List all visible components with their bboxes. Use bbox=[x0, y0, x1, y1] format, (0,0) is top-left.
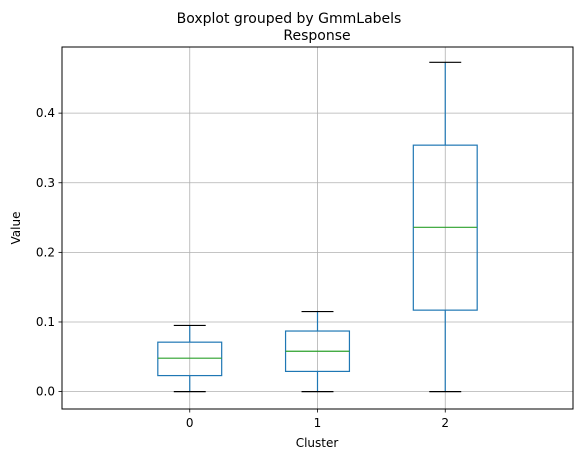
y-tick-label: 0.4 bbox=[36, 106, 55, 120]
iqr-box bbox=[157, 341, 223, 377]
chart-suptitle: Boxplot grouped by GmmLabels bbox=[177, 11, 402, 27]
x-tick-label: 1 bbox=[314, 416, 322, 430]
y-tick-label: 0.0 bbox=[36, 385, 55, 399]
box-cluster-2 bbox=[412, 61, 478, 393]
tick-layer: 0.0 0.1 0.2 0.3 0.4 0 1 2 bbox=[36, 106, 449, 430]
y-tick-label: 0.3 bbox=[36, 176, 55, 190]
y-tick-label: 0.2 bbox=[36, 245, 55, 259]
x-tick-label: 2 bbox=[441, 416, 449, 430]
x-axis-label: Cluster bbox=[296, 436, 339, 450]
box-cluster-1 bbox=[284, 310, 351, 393]
chart-title: Response bbox=[283, 28, 350, 44]
y-tick-label: 0.1 bbox=[36, 315, 55, 329]
x-tick-label: 0 bbox=[186, 416, 194, 430]
y-axis-label: Value bbox=[9, 212, 23, 245]
box-cluster-0 bbox=[157, 324, 223, 393]
grid-layer bbox=[62, 47, 573, 409]
box-layer bbox=[157, 61, 478, 393]
